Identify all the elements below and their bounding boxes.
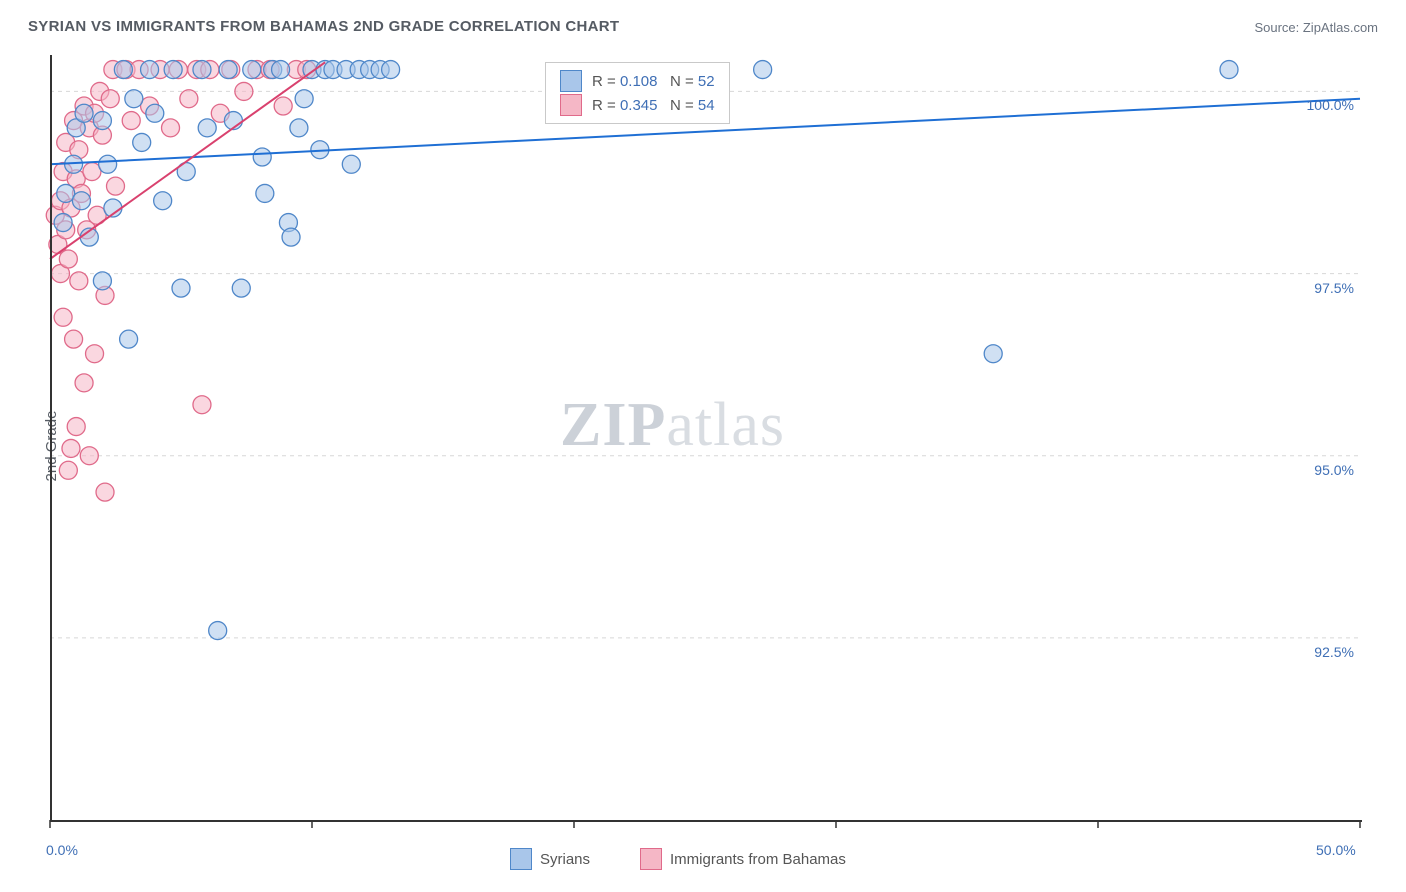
legend-label: Syrians xyxy=(540,851,590,868)
legend-label: Immigrants from Bahamas xyxy=(670,851,846,868)
legend-row: R = 0.108 N = 52 xyxy=(560,69,715,93)
plot-frame xyxy=(50,55,1362,822)
y-tick-label: 95.0% xyxy=(1314,462,1354,478)
legend-swatch xyxy=(560,70,582,92)
x-tick-label: 50.0% xyxy=(1316,842,1356,858)
legend-swatch xyxy=(510,848,532,870)
x-tick-label: 0.0% xyxy=(46,842,78,858)
legend-swatch xyxy=(640,848,662,870)
legend-stats: R = 0.345 N = 54 xyxy=(592,97,715,114)
legend-swatch xyxy=(560,94,582,116)
y-tick-label: 97.5% xyxy=(1314,280,1354,296)
series-legend-bahamas: Immigrants from Bahamas xyxy=(640,848,846,870)
series-legend-syrians: Syrians xyxy=(510,848,590,870)
y-tick-label: 100.0% xyxy=(1307,97,1354,113)
y-tick-label: 92.5% xyxy=(1314,644,1354,660)
legend-row: R = 0.345 N = 54 xyxy=(560,93,715,117)
legend-stats: R = 0.108 N = 52 xyxy=(592,73,715,90)
correlation-legend: R = 0.108 N = 52 R = 0.345 N = 54 xyxy=(545,62,730,124)
